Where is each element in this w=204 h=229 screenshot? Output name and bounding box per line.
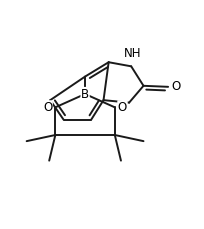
Text: NH: NH (123, 47, 140, 60)
Text: B: B (81, 87, 89, 101)
Text: O: O (117, 101, 126, 114)
Text: O: O (170, 80, 180, 93)
Text: O: O (43, 101, 52, 114)
